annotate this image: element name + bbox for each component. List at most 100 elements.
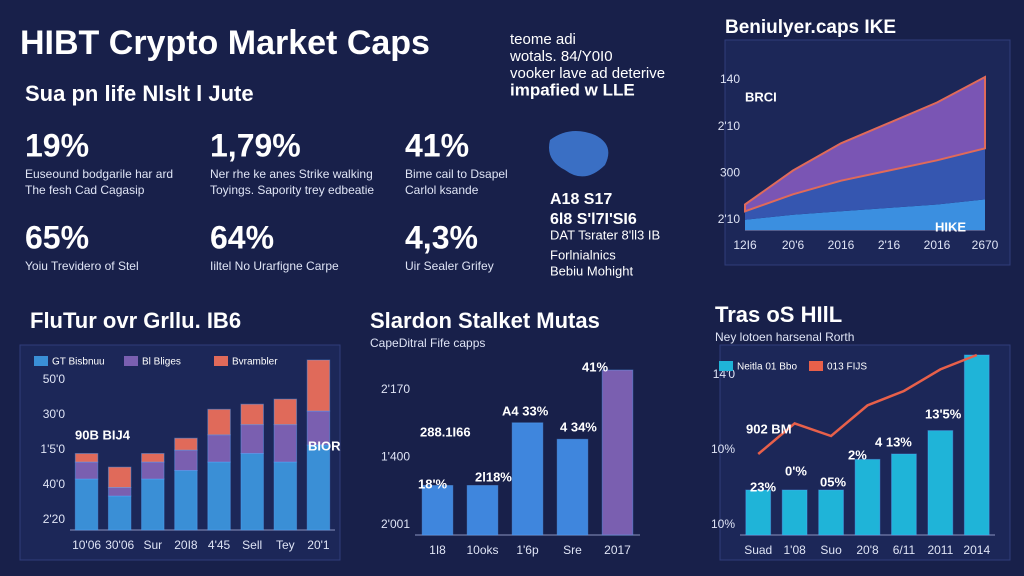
y-tick-label: 30'0: [43, 407, 66, 421]
icon: [549, 131, 609, 177]
area: [744, 75, 986, 213]
x-tick-label: 30'06: [105, 538, 134, 552]
annotation: 13'5%: [925, 406, 962, 421]
x-tick-label: Sur: [143, 538, 162, 552]
bar: [240, 403, 264, 426]
legend-swatch: [719, 361, 733, 371]
legend-swatch: [214, 356, 228, 366]
y-tick-label: 50'0: [43, 372, 66, 386]
annotation: 288.1I66: [420, 424, 471, 439]
bar: [141, 461, 165, 480]
bar: [273, 424, 298, 463]
bar: [207, 461, 231, 531]
annotation: BRCI: [745, 89, 777, 104]
note: Forlnialnics: [550, 247, 616, 262]
legend-label: 013 FIJS: [827, 362, 867, 373]
legend-label: Bvrambler: [232, 357, 278, 368]
stat-label: Euseound bodgarile har ard: [25, 167, 173, 181]
area: [745, 199, 985, 230]
bar: [107, 487, 132, 497]
bar: [207, 408, 231, 436]
bar: [174, 470, 198, 531]
legend-label: GT Bisbnuu: [52, 357, 105, 368]
x-tick-label: Tey: [276, 538, 295, 552]
bar: [273, 461, 298, 531]
annotation: 18'%: [418, 476, 448, 491]
annotation: 2l18%: [475, 469, 512, 484]
x-tick-label: 6/11: [893, 543, 916, 557]
annotation: 90B BIJ4: [75, 427, 131, 442]
stat-label: Iiltel No Urarfigne Carpe: [210, 259, 339, 273]
bar: [306, 359, 331, 412]
note: 6l8 S'l7I'SI6: [550, 211, 637, 228]
stat-value: 65%: [25, 219, 89, 255]
stat-label: Yoiu Trevidero of Stel: [25, 259, 139, 273]
x-tick-label: 10oks: [466, 543, 498, 557]
x-tick-label: 2'16: [878, 238, 901, 252]
chart-title: Slardon Stalket Mutas: [370, 308, 600, 333]
chart-title: FluTur ovr Grllu. IB6: [30, 308, 241, 333]
note: A18 S17: [550, 191, 612, 208]
annotation: 4 13%: [875, 434, 912, 449]
note: Bebiu Mohight: [550, 263, 633, 278]
x-tick-label: 20'8: [856, 543, 879, 557]
stat-value: 1,79%: [210, 127, 301, 163]
y-tick-label: 10%: [711, 517, 735, 531]
stat-value: 4,3%: [405, 219, 478, 255]
bar: [556, 438, 589, 536]
y-tick-label: 2'10: [718, 119, 741, 133]
x-tick-label: 10'06: [72, 538, 101, 552]
x-tick-label: 1'08: [783, 543, 806, 557]
annotation: 23%: [750, 479, 776, 494]
subtitle: Sua pn life Nlslt l Jute: [25, 81, 254, 106]
x-tick-label: 1I8: [429, 543, 446, 557]
bar: [174, 449, 198, 472]
note: teome adi: [510, 31, 576, 48]
stat-label: Uir Sealer Grifey: [405, 259, 494, 273]
bar: [240, 424, 264, 455]
x-tick-label: 20I8: [174, 538, 198, 552]
bar: [601, 369, 634, 536]
stat-label: Carlol ksande: [405, 183, 479, 197]
stat-label: The fesh Cad Cagasip: [25, 183, 145, 197]
chart-subtitle: Ney lotoen harsenal Rorth: [715, 330, 854, 344]
annotation: 4 34%: [560, 419, 597, 434]
y-tick-label: 2'10: [718, 212, 741, 226]
legend-label: Bl Bliges: [142, 357, 181, 368]
bar: [74, 478, 99, 531]
annotation: 2%: [848, 447, 867, 462]
bar: [141, 453, 165, 463]
note: wotals. 84/Y0I0: [509, 48, 613, 65]
x-tick-label: Sre: [563, 543, 582, 557]
annotation: 902 BM: [746, 421, 792, 436]
annotation: 41%: [582, 359, 608, 374]
bar: [963, 354, 990, 536]
y-tick-label: 40'0: [43, 477, 66, 491]
stat-value: 19%: [25, 127, 89, 163]
x-tick-label: Suad: [744, 543, 772, 557]
area: [745, 148, 985, 220]
y-tick-label: 2'170: [381, 382, 410, 396]
stat-value: 64%: [210, 219, 274, 255]
bar: [854, 458, 881, 536]
bar: [240, 453, 264, 531]
y-tick-label: 140: [720, 72, 740, 86]
x-tick-label: 4'45: [208, 538, 231, 552]
annotation: 0'%: [785, 463, 807, 478]
bar: [745, 489, 772, 536]
chart-subtitle: CapeDitral Fife capps: [370, 336, 485, 350]
y-tick-label: 2'001: [381, 517, 410, 531]
annotation: BIOR: [308, 438, 341, 453]
y-tick-label: 1'5'0: [40, 442, 65, 456]
y-tick-label: 1'400: [381, 450, 410, 464]
stat-label: Toyings. Sapority trey edbeatie: [210, 183, 374, 197]
bar: [273, 398, 298, 426]
chart-title: Tras oS HIlL: [715, 302, 842, 327]
chart-title: Beniulyer.caps IKE: [725, 17, 896, 38]
bar: [107, 466, 132, 489]
legend-swatch: [124, 356, 138, 366]
x-tick-label: 2011: [927, 543, 953, 557]
x-tick-label: 2014: [963, 543, 990, 557]
annotation: 05%: [820, 474, 846, 489]
